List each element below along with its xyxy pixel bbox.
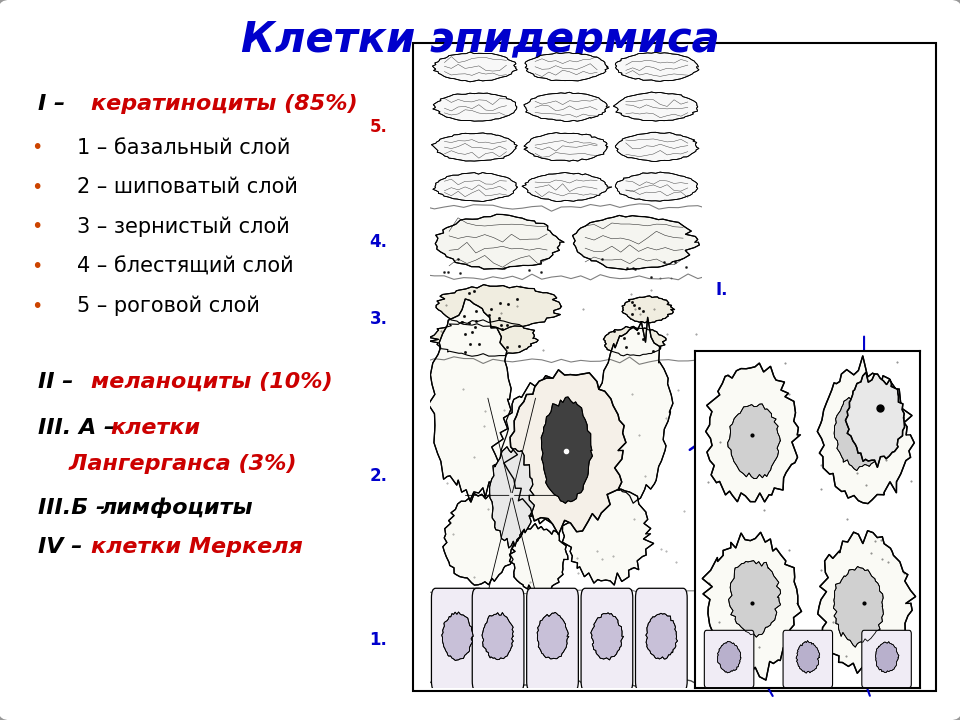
Text: клетки Меркеля: клетки Меркеля (91, 537, 303, 557)
Polygon shape (541, 397, 592, 503)
Text: 4 – блестящий слой: 4 – блестящий слой (77, 256, 294, 276)
Text: III.Б -: III.Б - (38, 498, 113, 518)
Polygon shape (522, 173, 612, 202)
Text: кератиноциты (85%): кератиноциты (85%) (91, 94, 358, 114)
Text: 2.: 2. (370, 467, 388, 485)
FancyBboxPatch shape (472, 588, 524, 690)
Polygon shape (572, 215, 700, 270)
Text: III. А –: III. А – (38, 418, 123, 438)
Text: III.А: III.А (771, 379, 805, 394)
Text: II: II (756, 667, 766, 683)
Polygon shape (504, 370, 626, 535)
Polygon shape (834, 390, 885, 471)
Polygon shape (817, 356, 914, 503)
Polygon shape (796, 641, 820, 673)
Polygon shape (563, 482, 654, 585)
Text: •: • (31, 257, 42, 276)
Text: III.Б: III.Б (857, 379, 892, 394)
FancyBboxPatch shape (705, 630, 754, 688)
Polygon shape (876, 642, 899, 672)
Polygon shape (615, 53, 699, 81)
Text: клетки: клетки (110, 418, 201, 438)
Bar (413, 43, 936, 691)
Polygon shape (729, 561, 780, 637)
Text: меланоциты (10%): меланоциты (10%) (91, 372, 333, 392)
Polygon shape (433, 93, 516, 121)
FancyBboxPatch shape (783, 630, 832, 688)
Text: •: • (31, 217, 42, 236)
Text: IV –: IV – (38, 537, 90, 557)
Polygon shape (436, 284, 562, 330)
Text: Лангерганса (3%): Лангерганса (3%) (38, 454, 297, 474)
Text: 1 – базальный слой: 1 – базальный слой (77, 138, 290, 158)
Polygon shape (703, 532, 802, 680)
Polygon shape (510, 523, 568, 595)
Polygon shape (492, 376, 613, 526)
Polygon shape (728, 404, 780, 479)
Text: лимфоциты: лимфоциты (101, 498, 253, 518)
Polygon shape (431, 133, 517, 161)
Polygon shape (442, 612, 473, 660)
Polygon shape (603, 326, 666, 356)
Text: Клетки эпидермиса: Клетки эпидермиса (241, 19, 719, 60)
FancyBboxPatch shape (431, 588, 483, 690)
Text: 4.: 4. (370, 233, 388, 251)
Text: 5 – роговой слой: 5 – роговой слой (77, 296, 259, 316)
Polygon shape (596, 318, 673, 503)
Text: 3.: 3. (370, 310, 388, 328)
Polygon shape (490, 446, 535, 548)
Polygon shape (433, 173, 517, 202)
Text: I.: I. (538, 667, 549, 683)
Polygon shape (443, 493, 516, 585)
FancyBboxPatch shape (527, 588, 578, 690)
Polygon shape (818, 531, 916, 673)
FancyBboxPatch shape (862, 630, 911, 688)
Polygon shape (846, 372, 904, 467)
Text: 2 – шиповатый слой: 2 – шиповатый слой (77, 177, 298, 197)
Polygon shape (432, 52, 517, 82)
Text: •: • (31, 138, 42, 157)
Polygon shape (429, 320, 539, 356)
Polygon shape (524, 132, 608, 161)
Text: •: • (31, 297, 42, 315)
Text: I –: I – (38, 94, 73, 114)
Text: 1.: 1. (370, 631, 387, 649)
FancyBboxPatch shape (636, 588, 687, 690)
Text: II –: II – (38, 372, 82, 392)
Text: 5.: 5. (370, 118, 387, 136)
Polygon shape (706, 363, 801, 502)
FancyBboxPatch shape (581, 588, 633, 690)
Polygon shape (615, 132, 699, 161)
Polygon shape (524, 92, 610, 122)
Text: •: • (31, 178, 42, 197)
Polygon shape (613, 92, 698, 121)
Text: I.: I. (716, 282, 729, 300)
Polygon shape (615, 172, 698, 201)
Polygon shape (435, 215, 564, 269)
Polygon shape (646, 613, 678, 659)
Polygon shape (590, 613, 623, 660)
Polygon shape (537, 612, 569, 659)
Polygon shape (622, 296, 675, 323)
Polygon shape (525, 53, 609, 81)
Text: IV: IV (844, 667, 861, 683)
Polygon shape (482, 613, 514, 660)
Text: 3 – зернистый слой: 3 – зернистый слой (77, 217, 290, 237)
Polygon shape (428, 299, 511, 500)
Polygon shape (833, 567, 883, 647)
Polygon shape (717, 642, 741, 673)
